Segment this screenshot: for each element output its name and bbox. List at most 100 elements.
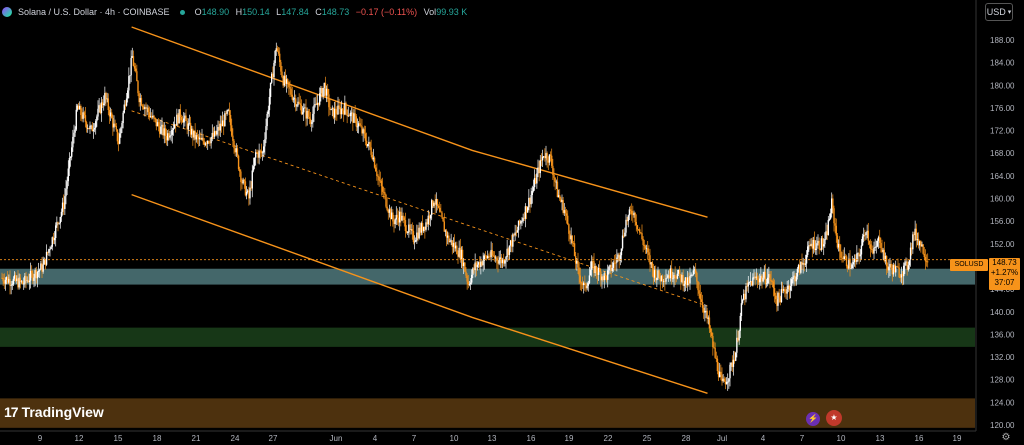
- candle: [43, 257, 45, 265]
- candle: [871, 240, 873, 253]
- candle: [519, 219, 521, 226]
- candle: [415, 237, 417, 243]
- candle: [567, 210, 569, 226]
- candle: [487, 250, 489, 260]
- candle: [899, 274, 901, 282]
- candle: [915, 223, 917, 248]
- change-value: −0.17 (−0.11%): [355, 7, 418, 17]
- candle: [60, 208, 63, 222]
- candle: [281, 66, 283, 79]
- x-tick-label: 10: [837, 434, 846, 443]
- candle: [844, 253, 847, 260]
- candle: [123, 100, 125, 114]
- gear-icon[interactable]: ⚙: [1001, 432, 1011, 443]
- candle: [893, 263, 896, 273]
- candle: [689, 267, 691, 290]
- event-marker-icon[interactable]: ⚡: [806, 412, 820, 426]
- candle: [911, 242, 913, 256]
- candle: [200, 132, 202, 140]
- candle: [514, 224, 516, 241]
- candle: [91, 122, 93, 132]
- channel-lower-line[interactable]: [131, 193, 708, 394]
- candle: [429, 214, 432, 227]
- candle: [199, 130, 201, 147]
- candle: [467, 274, 469, 289]
- candle: [165, 128, 168, 146]
- candle: [339, 102, 341, 120]
- candle: [16, 275, 18, 285]
- candle: [121, 120, 123, 133]
- candle: [642, 236, 644, 253]
- candle: [404, 212, 407, 238]
- candle: [711, 328, 713, 339]
- candle: [476, 261, 479, 271]
- candle: [560, 196, 562, 203]
- candle: [217, 120, 219, 139]
- candle: [373, 156, 376, 169]
- candle: [562, 197, 564, 215]
- candle: [231, 118, 233, 138]
- candle: [103, 95, 105, 111]
- candle: [28, 273, 31, 290]
- candle: [367, 143, 369, 148]
- candle: [106, 92, 108, 103]
- candle: [81, 108, 83, 122]
- candle: [144, 104, 146, 117]
- candle: [762, 271, 764, 283]
- candle: [498, 251, 500, 266]
- candle: [50, 245, 52, 250]
- candle: [449, 238, 451, 243]
- candle: [402, 212, 404, 224]
- candle: [317, 102, 320, 110]
- candle: [132, 50, 135, 67]
- candle: [717, 362, 720, 382]
- candle: [259, 149, 261, 159]
- candle: [220, 115, 223, 133]
- candle: [322, 87, 324, 100]
- candle: [143, 103, 145, 110]
- tradingview-logo[interactable]: 17 TradingView: [4, 404, 104, 420]
- candle: [244, 177, 247, 197]
- candle: [780, 281, 783, 303]
- candle: [65, 179, 67, 205]
- channel-upper-line[interactable]: [131, 26, 708, 218]
- candle: [152, 109, 154, 120]
- candle: [537, 159, 539, 178]
- candle: [419, 222, 421, 236]
- candle: [508, 245, 511, 260]
- candle: [713, 341, 715, 349]
- candle: [59, 216, 61, 229]
- x-tick-label: 7: [800, 434, 805, 443]
- candle: [128, 67, 130, 99]
- candle: [451, 240, 453, 255]
- us-flag-event-icon[interactable]: ★: [826, 410, 842, 426]
- candle: [828, 213, 831, 222]
- candle: [802, 257, 804, 274]
- candle: [775, 292, 777, 304]
- candle: [785, 286, 787, 299]
- candle: [423, 226, 425, 233]
- candle: [248, 186, 250, 206]
- candle: [500, 253, 503, 268]
- candle: [847, 264, 849, 273]
- candle: [680, 274, 682, 290]
- candle: [647, 241, 649, 260]
- candle: [42, 256, 44, 274]
- candle: [588, 266, 591, 285]
- x-tick-label: 24: [231, 434, 240, 443]
- currency-select[interactable]: USD ▾: [985, 3, 1013, 21]
- candle: [69, 156, 72, 167]
- candle: [347, 106, 349, 118]
- candle: [44, 258, 47, 270]
- candle: [881, 239, 883, 254]
- symbol-title[interactable]: Solana / U.S. Dollar · 4h · COINBASE: [18, 7, 170, 17]
- candle: [707, 315, 709, 325]
- candle: [773, 279, 776, 303]
- candle: [903, 262, 905, 285]
- candle: [450, 233, 452, 246]
- candle: [895, 260, 897, 277]
- candle: [672, 271, 674, 283]
- candle: [136, 64, 138, 82]
- candle: [23, 277, 25, 290]
